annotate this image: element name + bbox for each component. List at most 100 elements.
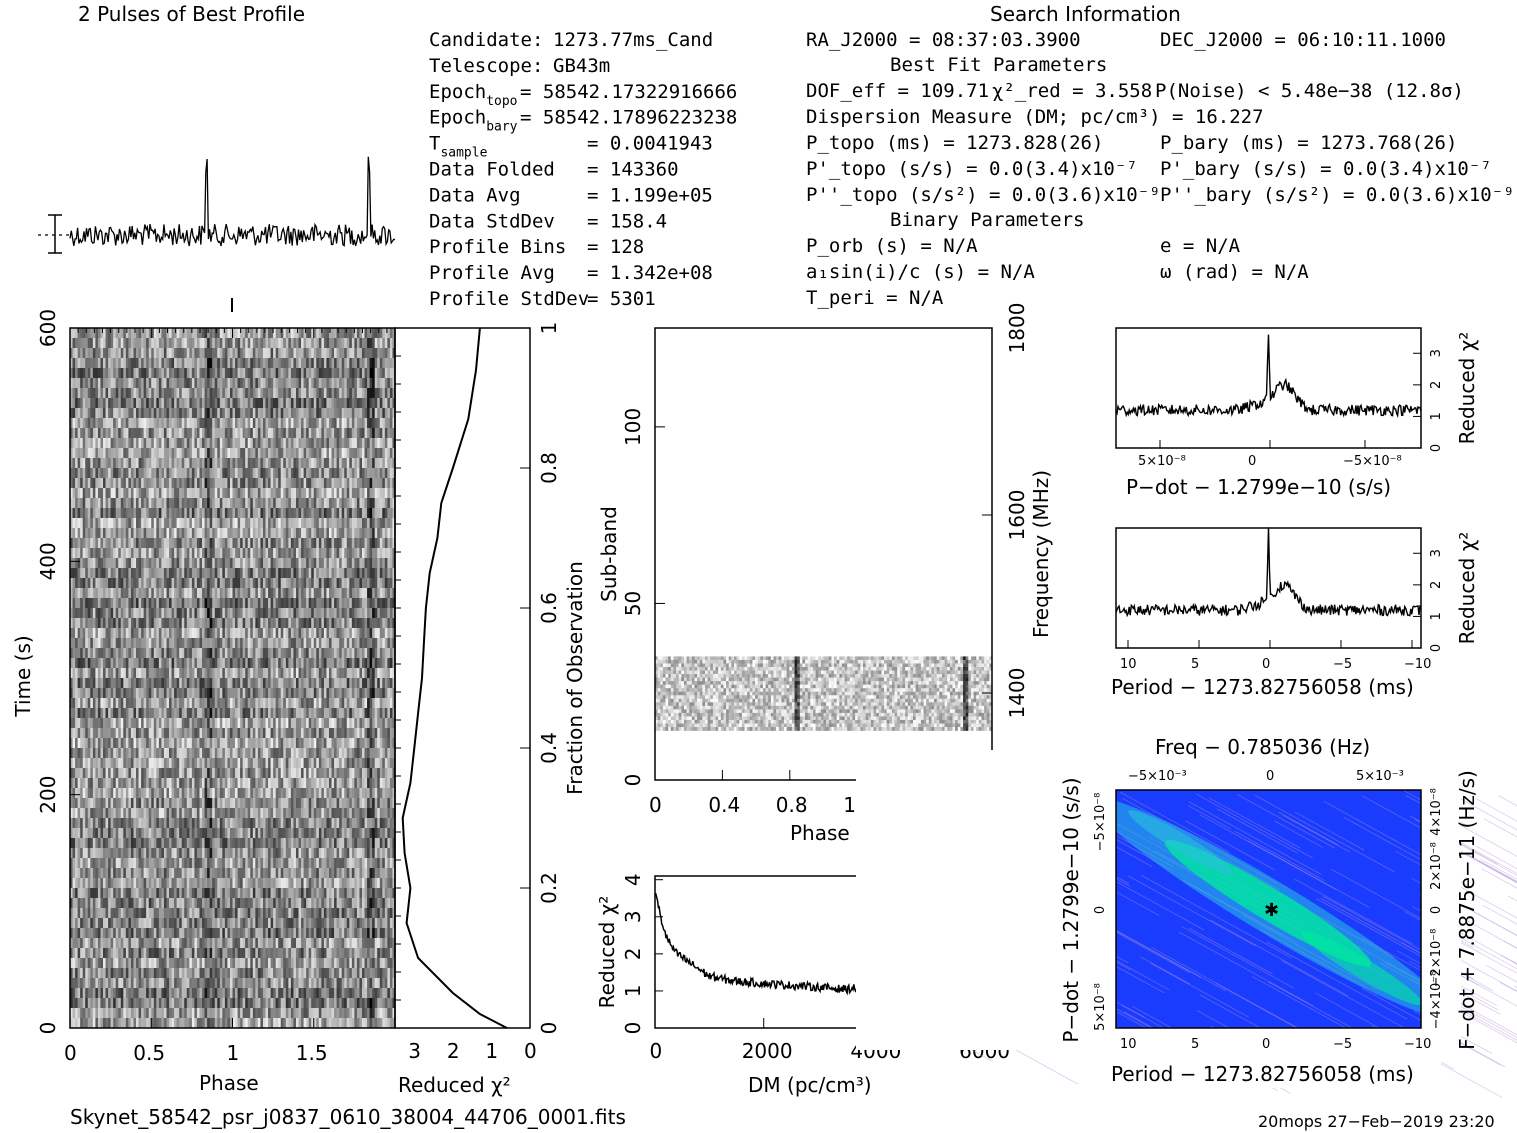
time-phase-cell — [227, 668, 231, 679]
time-phase-cell — [151, 418, 155, 429]
time-phase-cell — [336, 478, 340, 489]
time-phase-cell — [209, 588, 213, 599]
time-phase-cell — [85, 418, 89, 429]
time-phase-cell — [245, 408, 249, 419]
time-phase-cell — [374, 678, 378, 689]
time-phase-cell — [184, 368, 188, 379]
time-phase-cell — [331, 498, 335, 509]
time-phase-cell — [110, 458, 114, 469]
time-phase-cell — [336, 338, 340, 349]
time-phase-cell — [308, 508, 312, 519]
time-phase-cell — [194, 408, 198, 419]
time-phase-cell — [316, 608, 320, 619]
time-phase-cell — [308, 658, 312, 669]
time-phase-cell — [392, 408, 396, 419]
time-phase-cell — [250, 378, 254, 389]
time-phase-cell — [367, 588, 371, 599]
time-phase-cell — [97, 358, 101, 369]
time-phase-cell — [387, 458, 391, 469]
time-phase-cell — [275, 688, 279, 699]
time-phase-cell — [113, 548, 117, 559]
time-phase-cell — [331, 458, 335, 469]
time-phase-cell — [141, 358, 145, 369]
time-phase-cell — [156, 398, 160, 409]
time-phase-cell — [245, 628, 249, 639]
time-phase-cell — [212, 588, 216, 599]
time-phase-cell — [318, 498, 322, 509]
time-phase-cell — [389, 688, 393, 699]
time-phase-cell — [306, 458, 310, 469]
time-phase-cell — [384, 498, 388, 509]
time-phase-cell — [108, 538, 112, 549]
time-phase-cell — [374, 578, 378, 589]
time-phase-cell — [351, 388, 355, 399]
time-phase-cell — [189, 518, 193, 529]
time-phase-cell — [90, 398, 94, 409]
time-phase-cell — [115, 398, 119, 409]
time-phase-cell — [219, 648, 223, 659]
time-phase-cell — [288, 448, 292, 459]
time-phase-cell — [293, 578, 297, 589]
time-phase-cell — [344, 518, 348, 529]
time-phase-cell — [255, 578, 259, 589]
time-phase-cell — [313, 558, 317, 569]
time-phase-cell — [339, 488, 343, 499]
time-phase-cell — [72, 428, 76, 439]
time-phase-cell — [128, 618, 132, 629]
time-phase-cell — [240, 438, 244, 449]
time-phase-cell — [356, 588, 360, 599]
time-phase-cell — [189, 398, 193, 409]
time-phase-cell — [298, 668, 302, 679]
time-phase-cell — [153, 578, 157, 589]
time-phase-cell — [82, 658, 86, 669]
time-phase-cell — [359, 588, 363, 599]
time-phase-cell — [181, 368, 185, 379]
time-phase-cell — [85, 578, 89, 589]
time-phase-cell — [97, 598, 101, 609]
time-phase-cell — [77, 468, 81, 479]
time-phase-cell — [77, 528, 81, 539]
time-phase-cell — [113, 468, 117, 479]
time-phase-cell — [240, 698, 244, 709]
time-phase-cell — [303, 408, 307, 419]
time-phase-cell — [260, 508, 264, 519]
time-phase-cell — [265, 448, 269, 459]
time-phase-cell — [72, 478, 76, 489]
time-phase-cell — [179, 558, 183, 569]
time-phase-cell — [303, 468, 307, 479]
time-phase-cell — [143, 678, 147, 689]
time-phase-cell — [389, 438, 393, 449]
time-phase-cell — [235, 418, 238, 429]
time-phase-cell — [283, 358, 287, 369]
time-phase-cell — [293, 328, 297, 339]
time-phase-cell — [204, 378, 208, 389]
time-phase-cell — [148, 428, 152, 439]
time-phase-cell — [87, 518, 91, 529]
time-phase-cell — [379, 588, 383, 599]
time-phase-cell — [359, 368, 363, 379]
time-phase-cell — [229, 708, 233, 719]
time-phase-cell — [163, 488, 167, 499]
time-phase-cell — [77, 658, 81, 669]
time-phase-cell — [212, 638, 216, 649]
time-phase-cell — [354, 558, 358, 569]
time-phase-cell — [186, 448, 190, 459]
time-phase-cell — [247, 678, 251, 689]
time-phase-cell — [252, 618, 256, 629]
time-phase-cell — [255, 338, 259, 349]
time-phase-cell — [346, 458, 350, 469]
time-phase-cell — [199, 388, 203, 399]
time-phase-cell — [186, 538, 190, 549]
time-phase-cell — [125, 418, 129, 429]
search-info-field: DOF_eff = 109.71 — [806, 80, 989, 102]
time-phase-cell — [196, 428, 200, 439]
time-phase-cell — [257, 368, 261, 379]
time-phase-cell — [92, 418, 96, 429]
time-phase-cell — [156, 348, 160, 359]
time-phase-cell — [85, 408, 89, 419]
time-phase-cell — [369, 658, 373, 669]
time-phase-cell — [118, 678, 122, 689]
time-phase-cell — [367, 688, 371, 699]
time-phase-cell — [100, 698, 104, 709]
time-phase-cell — [95, 428, 99, 439]
